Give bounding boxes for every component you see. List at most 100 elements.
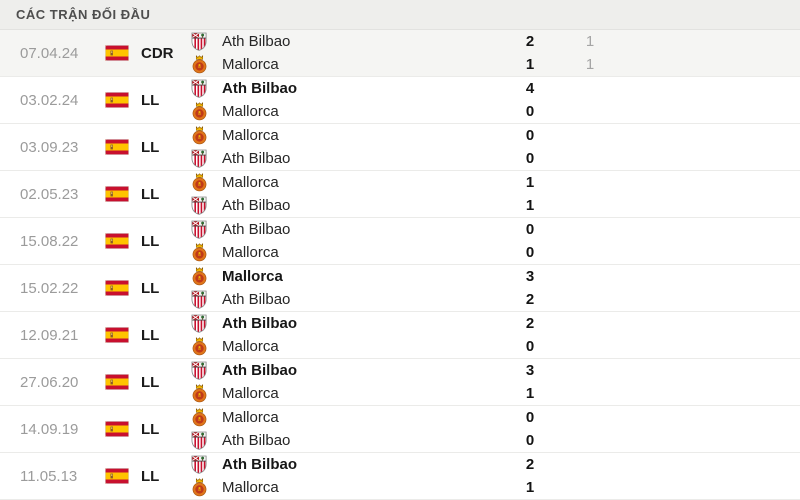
score-cell: 3 2 xyxy=(510,265,550,311)
team-crest-icon xyxy=(188,408,210,427)
team-line[interactable]: Ath Bilbao xyxy=(188,147,510,170)
team-score: 0 xyxy=(525,221,535,238)
spain-flag-icon xyxy=(105,186,129,202)
competition-cell: LL xyxy=(105,453,188,499)
team-line[interactable]: Ath Bilbao xyxy=(188,312,510,335)
match-row[interactable]: 15.02.22 LL Mallorca Ath Bilbao 3 xyxy=(0,265,800,312)
match-date: 03.09.23 xyxy=(20,138,79,156)
team-line[interactable]: Mallorca xyxy=(188,171,510,194)
match-row[interactable]: 07.04.24 CDR Ath Bilbao Mallorca 2 xyxy=(0,30,800,77)
team-name: Mallorca xyxy=(222,174,279,191)
match-row[interactable]: 14.09.19 LL Mallorca Ath Bilbao 0 xyxy=(0,406,800,453)
competition-cell: LL xyxy=(105,406,188,452)
score-cell: 0 0 xyxy=(510,406,550,452)
team-line[interactable]: Ath Bilbao xyxy=(188,359,510,382)
match-date: 15.02.22 xyxy=(20,279,79,297)
team-name: Mallorca xyxy=(222,409,279,426)
team-crest-icon xyxy=(188,196,210,215)
team-crest-icon xyxy=(188,314,210,333)
match-row[interactable]: 27.06.20 LL Ath Bilbao Mallorca 3 xyxy=(0,359,800,406)
team-line[interactable]: Ath Bilbao xyxy=(188,429,510,452)
team-line[interactable]: Ath Bilbao xyxy=(188,453,510,476)
teams-cell: Ath Bilbao Mallorca xyxy=(188,30,510,76)
match-date: 27.06.20 xyxy=(20,373,79,391)
team-line[interactable]: Ath Bilbao xyxy=(188,218,510,241)
match-date: 07.04.24 xyxy=(20,44,79,62)
teams-cell: Ath Bilbao Mallorca xyxy=(188,218,510,264)
team-score: 0 xyxy=(525,150,535,167)
team-score: 0 xyxy=(525,127,535,144)
team-line[interactable]: Mallorca xyxy=(188,53,510,76)
team-name: Ath Bilbao xyxy=(222,150,291,167)
team-score-secondary xyxy=(570,100,610,123)
match-row[interactable]: 02.05.23 LL Mallorca Ath Bilbao 1 xyxy=(0,171,800,218)
competition-cell: LL xyxy=(105,312,188,358)
team-name: Mallorca xyxy=(222,268,283,285)
team-line[interactable]: Ath Bilbao xyxy=(188,30,510,53)
spain-flag-icon xyxy=(105,421,129,437)
team-crest-icon xyxy=(188,55,210,74)
team-name: Mallorca xyxy=(222,338,279,355)
score-cell: 1 1 xyxy=(510,171,550,217)
team-score: 3 xyxy=(525,268,535,285)
spain-flag-icon xyxy=(105,468,129,484)
team-line[interactable]: Ath Bilbao xyxy=(188,288,510,311)
team-score-secondary: 1 xyxy=(585,33,595,50)
team-score: 0 xyxy=(525,338,535,355)
score-cell: 3 1 xyxy=(510,359,550,405)
teams-cell: Ath Bilbao Mallorca xyxy=(188,312,510,358)
competition-code: CDR xyxy=(141,44,174,62)
match-row[interactable]: 03.02.24 LL Ath Bilbao Mallorca 4 xyxy=(0,77,800,124)
competition-code: LL xyxy=(141,138,160,156)
team-crest-icon xyxy=(188,455,210,474)
spain-flag-icon xyxy=(105,280,129,296)
competition-cell: LL xyxy=(105,124,188,170)
team-line[interactable]: Mallorca xyxy=(188,335,510,358)
team-name: Ath Bilbao xyxy=(222,80,297,97)
team-score: 4 xyxy=(525,80,535,97)
team-score: 0 xyxy=(525,103,535,120)
team-line[interactable]: Mallorca xyxy=(188,406,510,429)
competition-code: LL xyxy=(141,232,160,250)
match-row[interactable]: 12.09.21 LL Ath Bilbao Mallorca 2 xyxy=(0,312,800,359)
team-score-secondary xyxy=(570,453,610,476)
team-score-secondary xyxy=(570,218,610,241)
team-line[interactable]: Mallorca xyxy=(188,241,510,264)
competition-cell: CDR xyxy=(105,30,188,76)
team-score-secondary xyxy=(570,265,610,288)
team-score-secondary xyxy=(570,335,610,358)
secondary-score-cell xyxy=(570,406,610,452)
score-cell: 2 0 xyxy=(510,312,550,358)
team-crest-icon xyxy=(188,79,210,98)
widget-title: CÁC TRẬN ĐỐI ĐẦU xyxy=(16,7,151,22)
team-name: Ath Bilbao xyxy=(222,456,297,473)
team-crest-icon xyxy=(188,478,210,497)
team-line[interactable]: Mallorca xyxy=(188,476,510,499)
competition-code: LL xyxy=(141,279,160,297)
team-crest-icon xyxy=(188,431,210,450)
teams-cell: Mallorca Ath Bilbao xyxy=(188,171,510,217)
competition-code: LL xyxy=(141,420,160,438)
match-row[interactable]: 11.05.13 LL Ath Bilbao Mallorca 2 xyxy=(0,453,800,500)
team-score-secondary xyxy=(570,288,610,311)
team-line[interactable]: Ath Bilbao xyxy=(188,194,510,217)
teams-cell: Mallorca Ath Bilbao xyxy=(188,406,510,452)
competition-code: LL xyxy=(141,91,160,109)
team-crest-icon xyxy=(188,126,210,145)
teams-cell: Ath Bilbao Mallorca xyxy=(188,359,510,405)
team-line[interactable]: Mallorca xyxy=(188,124,510,147)
team-line[interactable]: Mallorca xyxy=(188,265,510,288)
team-line[interactable]: Ath Bilbao xyxy=(188,77,510,100)
match-row[interactable]: 15.08.22 LL Ath Bilbao Mallorca 0 xyxy=(0,218,800,265)
teams-cell: Ath Bilbao Mallorca xyxy=(188,453,510,499)
team-line[interactable]: Mallorca xyxy=(188,100,510,123)
competition-cell: LL xyxy=(105,265,188,311)
team-score-secondary xyxy=(570,147,610,170)
team-name: Mallorca xyxy=(222,244,279,261)
team-line[interactable]: Mallorca xyxy=(188,382,510,405)
secondary-score-cell xyxy=(570,359,610,405)
match-date: 02.05.23 xyxy=(20,185,79,203)
match-row[interactable]: 03.09.23 LL Mallorca Ath Bilbao 0 xyxy=(0,124,800,171)
teams-cell: Mallorca Ath Bilbao xyxy=(188,124,510,170)
